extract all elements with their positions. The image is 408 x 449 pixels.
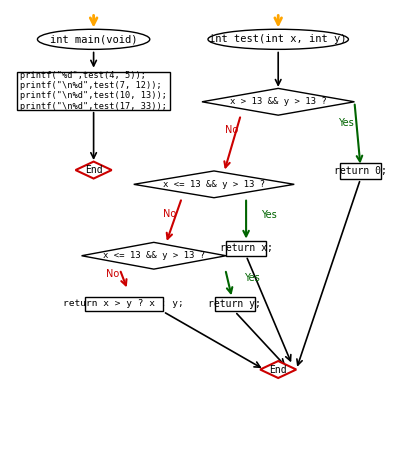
FancyBboxPatch shape — [18, 72, 170, 110]
Text: No: No — [163, 209, 176, 219]
FancyBboxPatch shape — [340, 163, 381, 179]
Text: Yes: Yes — [262, 210, 277, 220]
FancyBboxPatch shape — [84, 297, 163, 311]
Text: int main(void): int main(void) — [50, 34, 137, 44]
Ellipse shape — [38, 29, 150, 49]
Text: End: End — [269, 365, 287, 374]
Text: return 0;: return 0; — [334, 166, 387, 176]
Text: x <= 13 && y > 13 ?: x <= 13 && y > 13 ? — [163, 180, 265, 189]
Text: return y;: return y; — [208, 299, 261, 309]
Polygon shape — [202, 88, 355, 115]
Text: Yes: Yes — [338, 119, 354, 128]
Text: End: End — [85, 165, 102, 175]
Text: Yes: Yes — [244, 273, 260, 283]
Polygon shape — [75, 162, 112, 179]
FancyBboxPatch shape — [215, 297, 255, 311]
Text: No: No — [106, 269, 120, 279]
Polygon shape — [82, 242, 226, 269]
Text: No: No — [225, 125, 239, 135]
Text: printf("%d",test(4, 5));
printf("\n%d",test(7, 12));
printf("\n%d",test(10, 13)): printf("%d",test(4, 5)); printf("\n%d",t… — [20, 70, 167, 111]
Polygon shape — [260, 361, 296, 378]
FancyBboxPatch shape — [226, 241, 266, 255]
Text: x <= 13 && y > 13 ?: x <= 13 && y > 13 ? — [103, 251, 205, 260]
Ellipse shape — [208, 29, 348, 49]
Polygon shape — [134, 171, 294, 198]
Text: return x > y ? x : y;: return x > y ? x : y; — [63, 299, 184, 308]
Text: return x;: return x; — [220, 243, 273, 253]
Text: x > 13 && y > 13 ?: x > 13 && y > 13 ? — [230, 97, 326, 106]
Text: int test(int x, int y): int test(int x, int y) — [209, 34, 347, 44]
